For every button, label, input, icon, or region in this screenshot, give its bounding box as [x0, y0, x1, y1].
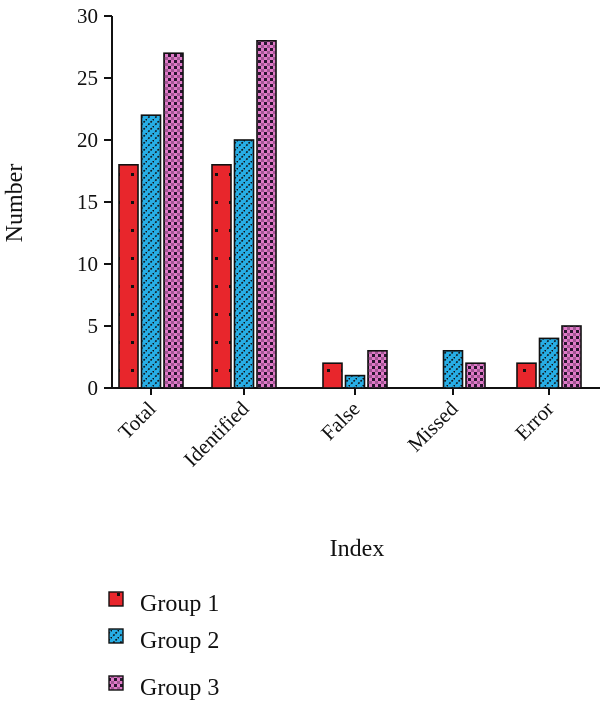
bars	[118, 39, 582, 389]
bar-error-group-3	[561, 325, 582, 389]
bar-false-group-3	[367, 349, 388, 389]
bar-missed-group-3	[465, 362, 486, 389]
legend-label-group-3: Group 3	[140, 675, 219, 701]
bar-false-group-2	[344, 374, 366, 389]
legend-swatch-group-3	[108, 675, 124, 691]
legend-swatch-group-1	[108, 591, 124, 607]
y-tick-label: 25	[77, 66, 98, 90]
bar-total-group-3	[163, 52, 184, 389]
y-tick-label: 5	[88, 314, 99, 338]
y-tick-label: 30	[77, 4, 98, 28]
x-tick-label-identified: Identified	[179, 396, 254, 471]
bar-identified-group-3	[256, 39, 277, 389]
x-tick-label-total: Total	[113, 396, 160, 443]
legend: Group 1 Group 2 Group 3	[108, 591, 219, 701]
bar-identified-group-2	[233, 139, 255, 389]
y-tick-label: 0	[88, 376, 99, 400]
bar-error-group-2	[538, 337, 560, 389]
legend-swatch-group-2	[108, 628, 124, 644]
bar-error-group-1	[516, 362, 537, 389]
legend-label-group-2: Group 2	[140, 628, 219, 654]
x-tick-label-error: Error	[510, 397, 558, 445]
y-tick-label: 10	[77, 252, 98, 276]
y-axis: 0 5 10 15 20 25 30	[77, 4, 113, 400]
y-tick-label: 20	[77, 128, 98, 152]
bar-total-group-1	[118, 164, 139, 389]
bar-total-group-2	[140, 114, 162, 389]
bar-missed-group-2	[442, 349, 464, 389]
x-tick-label-false: False	[316, 397, 364, 445]
bar-identified-group-1	[211, 164, 232, 389]
y-tick-label: 15	[77, 190, 98, 214]
x-axis-title: Index	[330, 536, 385, 562]
x-axis: Total Identified False Missed Error	[112, 387, 600, 471]
x-tick-label-missed: Missed	[403, 396, 463, 456]
legend-label-group-1: Group 1	[140, 591, 219, 617]
y-axis-title: Number	[2, 164, 28, 243]
bar-false-group-1	[322, 362, 343, 389]
